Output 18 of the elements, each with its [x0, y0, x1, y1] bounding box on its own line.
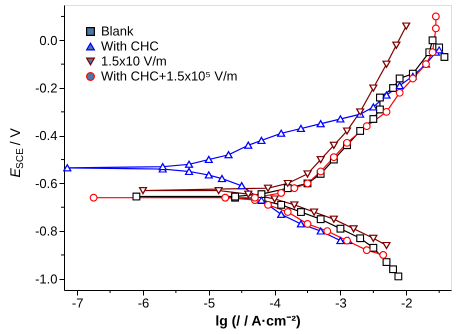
y-tick-label: -0.8	[35, 224, 58, 239]
y-tick-label: -1.0	[35, 271, 58, 286]
x-tick-label: -3	[335, 296, 347, 310]
x-tick-label: -6	[138, 296, 150, 310]
legend-label: 1.5x10 V/m	[101, 54, 167, 68]
x-tick-label: -5	[204, 296, 216, 310]
x-tick-label: -2	[400, 296, 413, 310]
x-tick-label: -4	[269, 296, 281, 310]
y-tick-label: -0.6	[35, 176, 58, 191]
legend-label: With CHC	[101, 38, 159, 54]
legend-label: Blank	[101, 24, 134, 38]
y-tick-label: 0.0	[39, 32, 58, 48]
x-axis-title: lg (/ / A·cm⁻²)	[215, 312, 301, 328]
y-tick-label: -0.4	[35, 128, 58, 144]
y-tick-label: -0.2	[35, 80, 58, 96]
legend-label: With CHC+1.5x10⁵ V/m	[101, 68, 238, 84]
x-tick-label: -7	[72, 296, 84, 310]
y-axis-title: ESCE / V	[7, 127, 26, 178]
